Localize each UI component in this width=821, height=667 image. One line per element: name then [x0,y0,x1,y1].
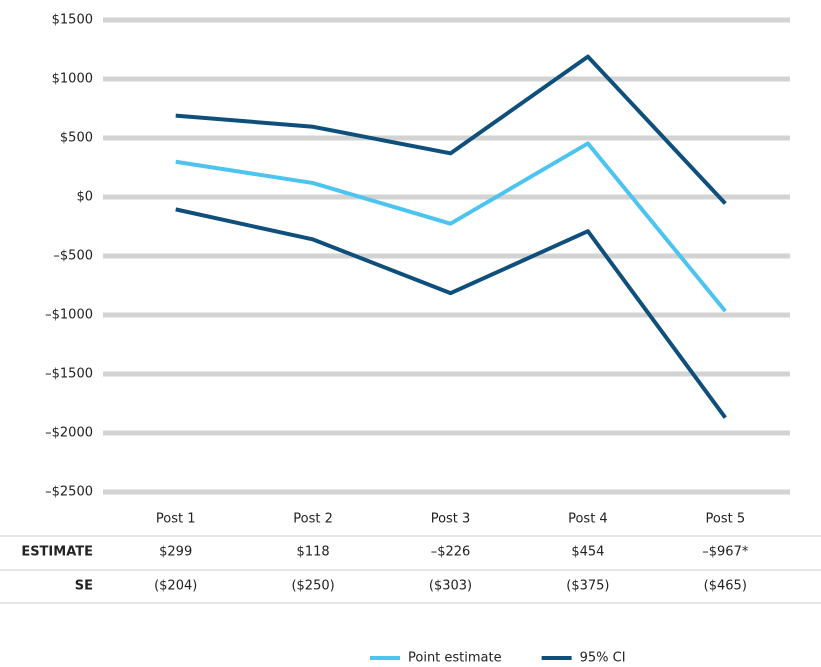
y-tick-label: –$500 [53,249,93,264]
estimate-cell: –$226 [431,545,471,560]
series-line [175,207,727,419]
se-cell: ($303) [429,579,472,594]
x-tick-label: Post 4 [568,512,608,527]
x-tick-label: Post 1 [156,512,196,527]
x-tick-label: Post 2 [293,512,333,527]
estimate-cell: $118 [297,545,330,560]
y-tick-label: $1000 [52,72,93,87]
y-tick-label: –$2000 [45,426,93,441]
estimate-cell: $299 [159,545,192,560]
legend-label: 95% CI [580,651,626,666]
se-cell: ($375) [566,579,609,594]
se-cell: ($465) [704,579,747,594]
se-cell: ($204) [154,579,197,594]
estimate-cell: $454 [571,545,604,560]
series-line [175,54,727,205]
y-tick-label: –$1500 [45,367,93,382]
y-tick-label: –$2500 [45,485,93,500]
legend-label: Point estimate [408,651,502,666]
series-line [175,141,727,313]
y-tick-label: –$1000 [45,308,93,323]
row-label: ESTIMATE [21,545,93,560]
x-tick-label: Post 3 [431,512,471,527]
se-cell: ($250) [291,579,334,594]
y-tick-label: $1500 [52,13,93,28]
x-tick-label: Post 5 [705,512,745,527]
row-label: SE [75,579,93,594]
estimate-cell: –$967* [702,545,749,560]
y-tick-label: $500 [60,131,93,146]
y-tick-label: $0 [76,190,93,205]
